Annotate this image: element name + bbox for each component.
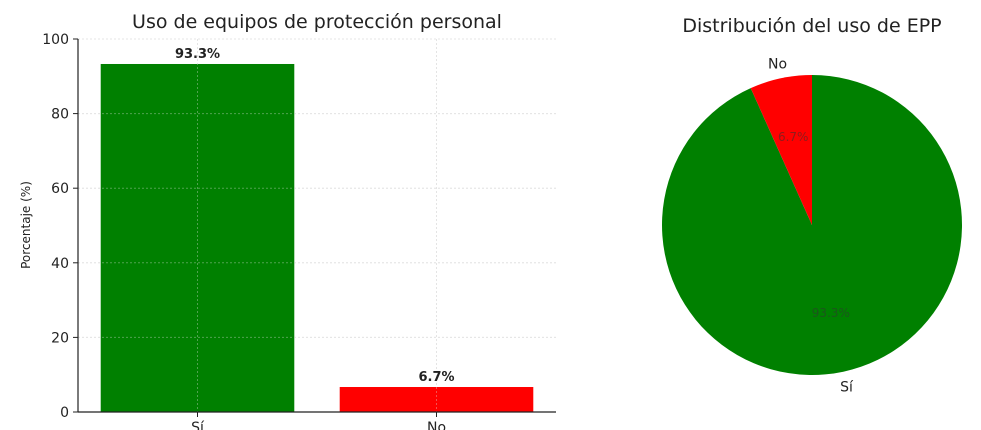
bar-value-label: 6.7% — [418, 370, 454, 385]
bar-chart-title: Uso de equipos de protección personal — [132, 11, 502, 33]
pie-slice-si — [662, 75, 963, 375]
x-tick-label: No — [427, 420, 446, 430]
pie-pct-label: 93.3% — [812, 306, 850, 320]
pie-slices — [662, 75, 963, 375]
pie-slice-no — [750, 75, 812, 225]
bar-axes — [77, 39, 556, 413]
y-tick-label: 20 — [51, 330, 69, 346]
y-tick-label: 80 — [51, 107, 69, 123]
bar-xticks: Sí No — [191, 412, 446, 430]
bar-marks — [100, 63, 534, 413]
pie-chart: Distribución del uso de EPP Sí 93.3% No 6.7… — [662, 15, 963, 396]
pie-slice-label: Sí — [840, 379, 854, 395]
bar-value-labels: 93.3% 6.7% — [175, 47, 455, 385]
x-tick-label: Sí — [191, 420, 205, 430]
bar-value-label: 93.3% — [175, 47, 220, 62]
pie-labels: Sí 93.3% No 6.7% — [768, 57, 854, 396]
y-tick-label: 60 — [51, 181, 69, 197]
pie-pct-label: 6.7% — [778, 130, 809, 144]
y-tick-label: 40 — [51, 256, 69, 272]
y-tick-label: 100 — [42, 32, 69, 48]
pie-chart-title: Distribución del uso de EPP — [682, 15, 941, 37]
bar-si — [100, 63, 295, 413]
y-tick-label: 0 — [60, 405, 69, 421]
bar-chart-ylabel: Porcentaje (%) — [19, 181, 33, 269]
bar-chart: Uso de equipos de protección personal 0 2… — [19, 11, 556, 430]
bar-yticks: 0 20 40 60 80 100 — [42, 32, 78, 421]
pie-slice-label: No — [768, 57, 787, 73]
bar-no — [339, 387, 534, 412]
